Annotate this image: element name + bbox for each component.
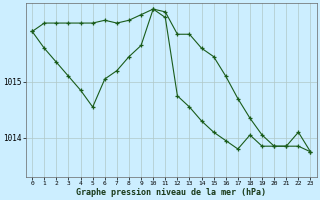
X-axis label: Graphe pression niveau de la mer (hPa): Graphe pression niveau de la mer (hPa) — [76, 188, 266, 197]
